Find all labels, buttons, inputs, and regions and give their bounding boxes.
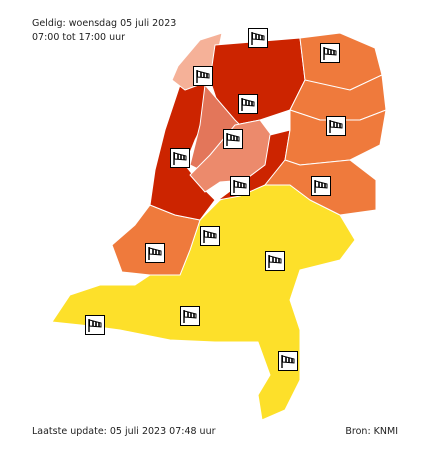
wind-icon bbox=[193, 66, 213, 86]
wind-icon bbox=[230, 176, 250, 196]
wind-icon bbox=[170, 148, 190, 168]
wind-icon bbox=[326, 116, 346, 136]
source: Bron: KNMI bbox=[345, 426, 398, 437]
wind-icon bbox=[248, 28, 268, 48]
region-yellow bbox=[51, 184, 356, 421]
wind-icon bbox=[85, 315, 105, 335]
wind-icon bbox=[320, 43, 340, 63]
valid-date: Geldig: woensdag 05 juli 2023 bbox=[32, 18, 176, 29]
valid-time: 07:00 tot 17:00 uur bbox=[32, 32, 125, 43]
wind-icon bbox=[145, 243, 165, 263]
wind-icon bbox=[200, 226, 220, 246]
last-update: Laatste update: 05 juli 2023 07:48 uur bbox=[32, 426, 216, 437]
wind-icon bbox=[223, 129, 243, 149]
wind-icon bbox=[265, 251, 285, 271]
wind-icon bbox=[238, 94, 258, 114]
wind-icon bbox=[278, 351, 298, 371]
wind-icon bbox=[311, 176, 331, 196]
wind-icon bbox=[180, 306, 200, 326]
